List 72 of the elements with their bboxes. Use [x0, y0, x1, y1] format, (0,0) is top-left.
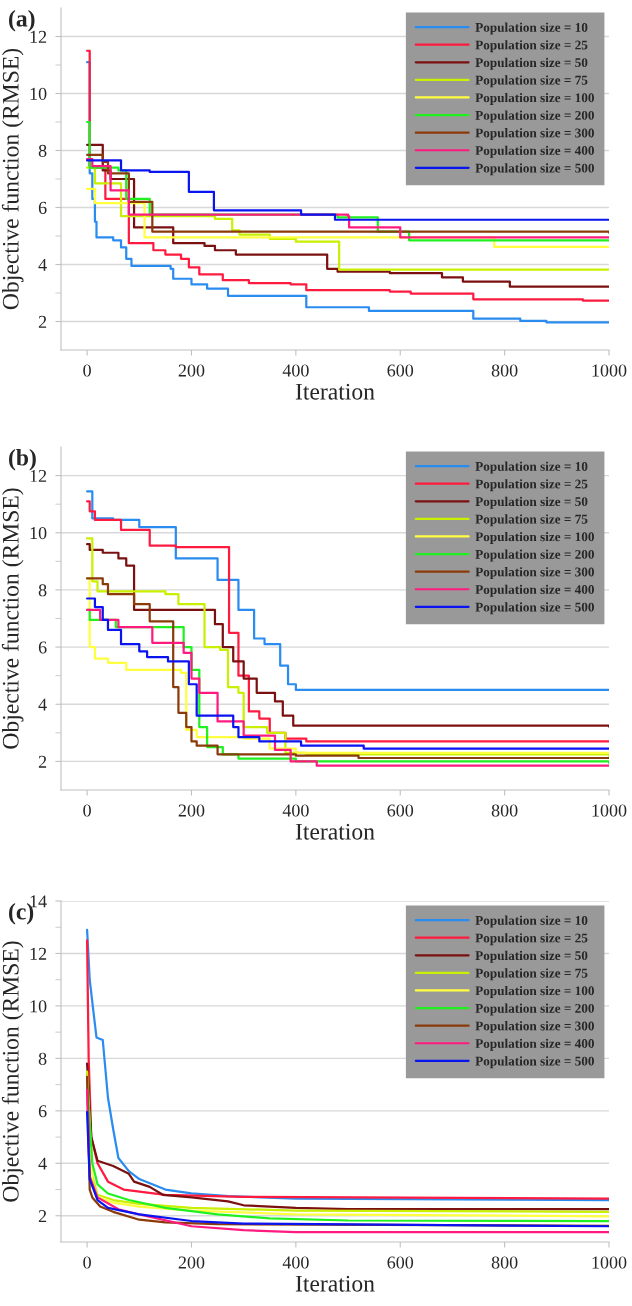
legend-label: Population size = 100	[475, 985, 594, 998]
legend-label: Population size = 200	[475, 110, 594, 123]
legend-label: Population size = 50	[475, 57, 588, 70]
legend-label: Population size = 10	[475, 461, 588, 474]
x-tick-label: 600	[387, 1256, 414, 1269]
x-tick-label: 800	[491, 364, 518, 377]
x-tick-label: 400	[282, 804, 309, 817]
legend-label: Population size = 25	[475, 479, 588, 492]
y-tick-label: 10	[30, 1000, 47, 1013]
x-tick-label: 800	[491, 1256, 518, 1269]
legend-label: Population size = 400	[475, 584, 594, 597]
legend-label: Population size = 300	[475, 567, 594, 580]
x-tick-label: 600	[387, 804, 414, 817]
y-tick-label: 4	[38, 698, 47, 711]
legend-label: Population size = 10	[475, 22, 588, 35]
y-tick-label: 12	[30, 947, 47, 960]
x-tick-label: 1000	[592, 364, 627, 377]
y-tick-label: 10	[30, 527, 47, 540]
line-series	[85, 1111, 609, 1228]
y-tick-label: 12	[30, 469, 47, 482]
x-tick-label: 200	[178, 1256, 205, 1269]
legend-label: Population size = 100	[475, 531, 594, 544]
y-tick-label: 8	[38, 1052, 47, 1065]
x-tick-label: 400	[282, 1256, 309, 1269]
x-tick-label: 1000	[592, 804, 627, 817]
legend-label: Population size = 25	[475, 933, 588, 946]
legend-label: Population size = 200	[475, 549, 594, 562]
legend-label: Population size = 50	[475, 496, 588, 509]
x-tick-label: 0	[83, 364, 91, 377]
x-tick-label: 200	[178, 804, 205, 817]
y-tick-label: 6	[38, 1105, 47, 1118]
y-tick-label: 2	[38, 755, 47, 768]
legend-label: Population size = 400	[475, 1038, 594, 1051]
legend-label: Population size = 25	[475, 40, 588, 53]
x-tick-label: 600	[387, 364, 414, 377]
y-axis-title: Objective function (RMSE)	[1, 488, 24, 749]
x-tick-label: 200	[178, 364, 205, 377]
y-axis-title: Objective function (RMSE)	[1, 941, 24, 1202]
y-tick-label: 2	[38, 315, 47, 328]
x-tick-label: 800	[491, 804, 518, 817]
legend-label: Population size = 300	[475, 128, 594, 141]
x-tick-label: 0	[83, 1256, 91, 1269]
legend-label: Population size = 100	[475, 92, 594, 105]
x-tick-label: 0	[83, 804, 91, 817]
legend-label: Population size = 500	[475, 1056, 594, 1069]
x-axis-title: Iteration	[295, 1275, 375, 1292]
y-tick-label: 2	[38, 1210, 47, 1223]
y-axis-title: Objective function (RMSE)	[1, 48, 24, 310]
x-axis-title: Iteration	[295, 823, 375, 840]
chart-title: (a)	[9, 10, 35, 32]
legend-label: Population size = 75	[475, 75, 588, 88]
y-tick-label: 8	[38, 584, 47, 597]
y-tick-label: 6	[38, 201, 47, 214]
x-tick-label: 1000	[592, 1256, 627, 1269]
y-tick-label: 4	[38, 258, 47, 271]
y-tick-label: 10	[30, 87, 47, 100]
y-tick-label: 8	[38, 144, 47, 157]
x-axis-title: Iteration	[295, 383, 375, 400]
legend-label: Population size = 500	[475, 602, 594, 615]
x-tick-label: 400	[282, 364, 309, 377]
chart-title: (b)	[9, 449, 36, 471]
legend-label: Population size = 75	[475, 968, 588, 981]
legend-label: Population size = 500	[475, 163, 594, 176]
legend-label: Population size = 75	[475, 514, 588, 527]
y-tick-label: 6	[38, 641, 47, 654]
legend-label: Population size = 300	[475, 1021, 594, 1034]
legend-label: Population size = 10	[475, 915, 588, 928]
legend-label: Population size = 50	[475, 950, 588, 963]
y-tick-label: 4	[38, 1157, 47, 1170]
legend-label: Population size = 400	[475, 145, 594, 158]
legend-label: Population size = 200	[475, 1003, 594, 1016]
y-tick-label: 12	[30, 30, 47, 43]
